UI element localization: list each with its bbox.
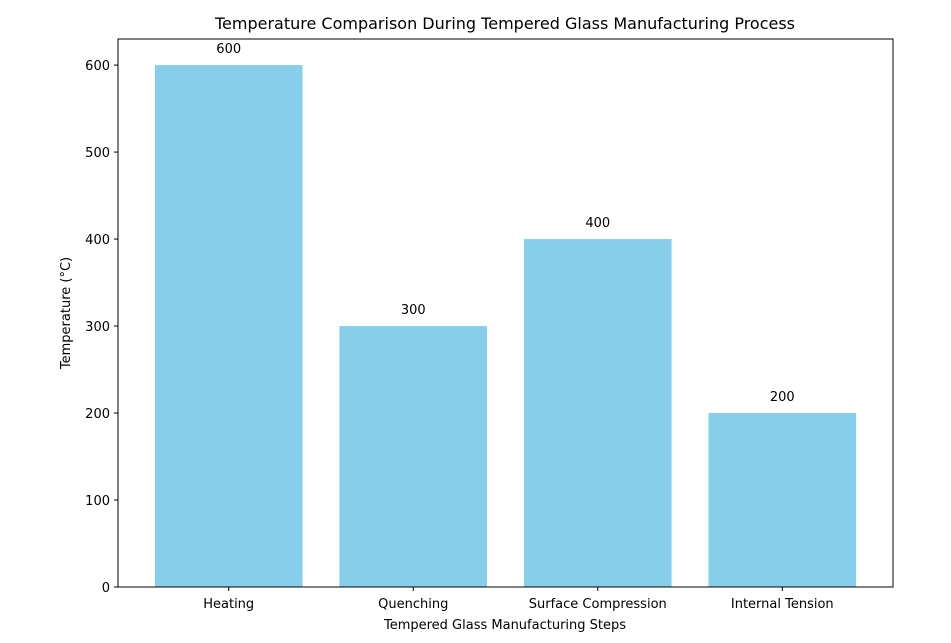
x-tick-label: Internal Tension	[731, 597, 834, 612]
y-tick-label: 0	[102, 581, 110, 596]
data-label: 600	[216, 42, 241, 57]
bar	[154, 65, 303, 588]
x-tick-label: Quenching	[378, 597, 448, 612]
plot-frame	[117, 38, 894, 588]
y-tick-label: 200	[85, 407, 110, 422]
y-tick-label: 100	[85, 494, 110, 509]
y-tick-label: 400	[85, 233, 110, 248]
data-label: 200	[770, 390, 795, 405]
y-axis-label: Temperature (°C)	[59, 257, 74, 370]
y-tick-label: 500	[85, 146, 110, 161]
x-tick-label: Heating	[203, 597, 254, 612]
x-axis-label: Tempered Glass Manufacturing Steps	[383, 618, 626, 633]
chart-title: Temperature Comparison During Tempered G…	[214, 14, 795, 33]
bar	[708, 413, 857, 587]
y-tick-label: 300	[85, 320, 110, 335]
data-label: 300	[401, 303, 426, 318]
data-label: 400	[585, 216, 610, 231]
y-tick-label: 600	[85, 59, 110, 74]
bar	[523, 239, 672, 588]
x-tick-label: Surface Compression	[529, 597, 667, 612]
bar	[339, 326, 488, 587]
